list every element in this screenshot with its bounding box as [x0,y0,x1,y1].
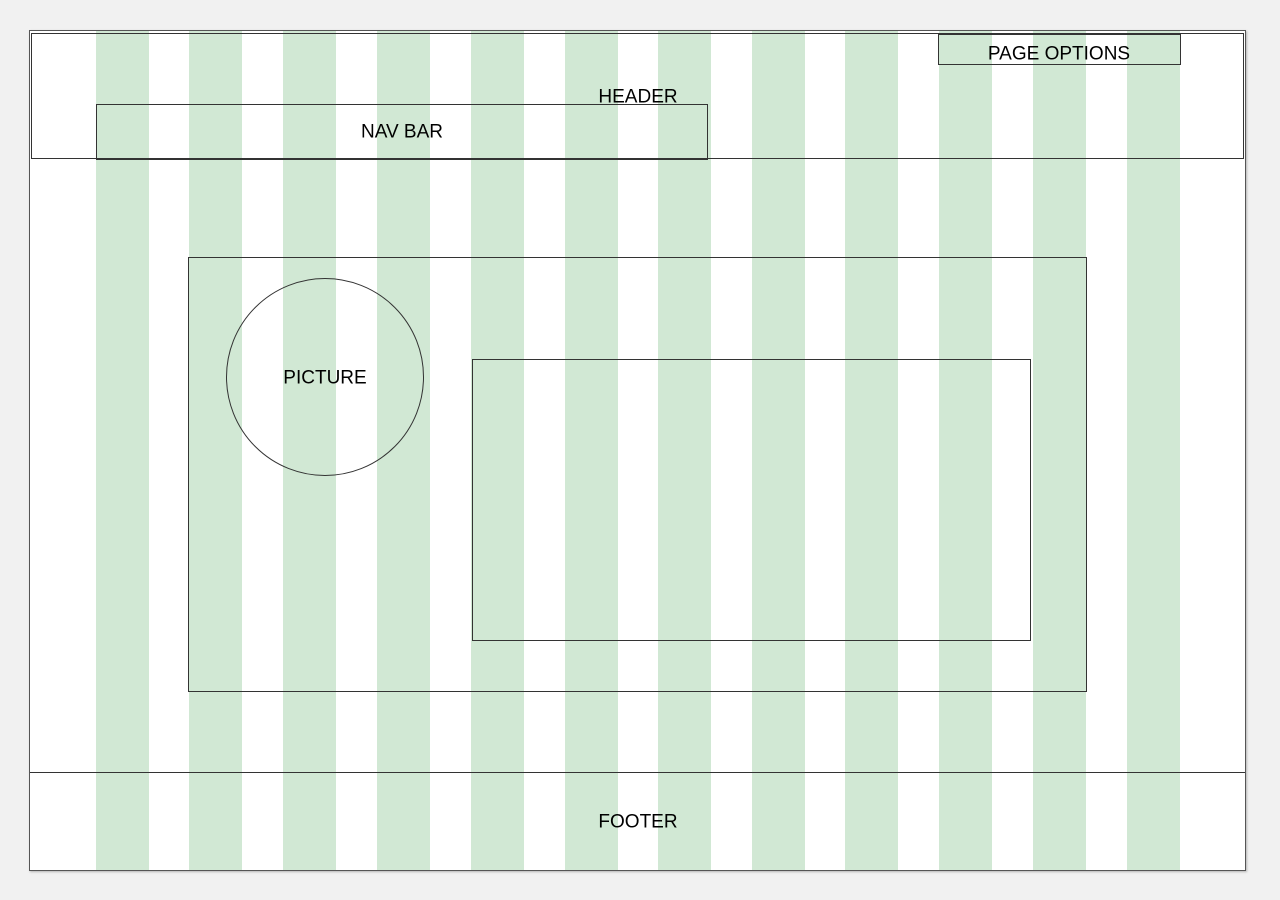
grid-column [658,31,711,870]
grid-column [565,31,618,870]
content-text-box [472,359,1031,641]
header-label: HEADER [598,86,678,108]
grid-column [845,31,898,870]
footer-label: FOOTER [598,811,678,833]
header-region [31,33,1244,159]
nav-bar-box [96,104,708,160]
nav-bar-label: NAV BAR [360,121,444,143]
picture-label: PICTURE [283,367,367,389]
main-content-box [188,257,1087,692]
grid-column [1127,31,1180,870]
grid-column [939,31,992,870]
page-options-label: PAGE OPTIONS [987,43,1131,65]
page-options-box [938,34,1181,65]
grid-column [1033,31,1086,870]
footer-region [30,772,1245,870]
grid-column [752,31,805,870]
picture-placeholder [226,278,424,476]
wireframe-canvas: HEADER PAGE OPTIONS NAV BAR PICTURE FOOT… [29,30,1246,871]
grid-column [189,31,242,870]
grid-column [96,31,149,870]
grid-column [471,31,524,870]
